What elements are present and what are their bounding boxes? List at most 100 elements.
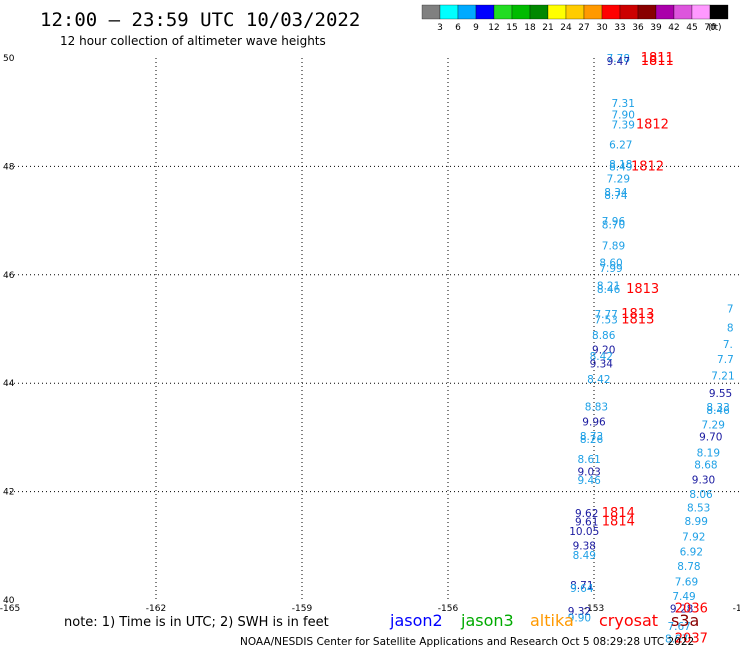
colorbar-swatch <box>511 4 531 20</box>
time-annotation: 1812 <box>636 117 669 132</box>
colorbar-swatch <box>439 4 459 20</box>
wave-height-label: 8.42 <box>590 351 613 363</box>
wave-height-label: 7.29 <box>702 420 725 432</box>
colorbar-swatch <box>673 4 693 20</box>
y-tick-label: 40 <box>3 596 15 606</box>
wave-height-label: 7.99 <box>599 263 622 275</box>
colorbar-label: 30 <box>596 23 608 33</box>
wave-height-label: 6.27 <box>609 140 632 152</box>
legend-cryosat: cryosat <box>599 611 658 630</box>
x-tick-label: -159 <box>292 604 313 614</box>
wave-height-label: 8.46 <box>597 284 621 296</box>
wave-height-label: 7.89 <box>602 240 625 252</box>
wave-height-label: 9.03 <box>577 466 600 478</box>
wave-height-label: 7. <box>723 339 733 351</box>
wave-height-label: 8.78 <box>677 561 700 573</box>
wave-height-label: 9.32 <box>568 606 591 618</box>
x-tick-label: -162 <box>146 604 166 614</box>
x-tick-label: -165 <box>0 604 20 614</box>
y-tick-label: 44 <box>3 379 15 389</box>
colorbar-label: 24 <box>560 23 572 33</box>
time-annotation: 1813 <box>626 282 659 297</box>
wave-height-label: 9.20 <box>592 344 615 356</box>
wave-height-label: 8.97 <box>665 633 688 645</box>
wave-height-label: 9.34 <box>590 358 614 370</box>
colorbar-swatch <box>529 4 549 20</box>
grid <box>10 58 740 600</box>
time-annotation: 1812 <box>631 160 664 175</box>
wave-height-label: 9.61 <box>575 517 598 529</box>
colorbar-swatch <box>565 4 585 20</box>
wave-height-label: 9.46 <box>577 475 601 487</box>
x-tick-label: -15 <box>733 604 740 614</box>
colorbar-swatch <box>601 4 621 20</box>
wave-height-label: 7.49 <box>672 591 695 603</box>
legend-altika: altika <box>530 611 574 630</box>
time-annotation: 1811 <box>641 54 674 69</box>
wave-height-label: 8.46 <box>706 405 730 417</box>
wave-height-label: 9.30 <box>692 474 715 486</box>
chart-subtitle: 12 hour collection of altimeter wave hei… <box>60 34 326 48</box>
wave-height-label: 8.19 <box>697 447 720 459</box>
credit-text: NOAA/NESDIS Center for Satellite Applica… <box>240 636 694 648</box>
wave-height-label: 7.39 <box>612 119 635 131</box>
colorbar: 3 6 9 12 15 18 21 24 27 30 33 36 39 42 45 70(ft) <box>421 4 729 33</box>
time-annotation: 2036 <box>675 601 708 616</box>
wave-height-label: 7.69 <box>675 576 698 588</box>
wave-height-label: 8.60 <box>599 258 622 270</box>
wave-height-label: 7.21 <box>711 370 734 382</box>
wave-height-label: 8.26 <box>580 434 604 446</box>
wave-height-label: 9.62 <box>575 508 598 520</box>
wave-height-label: 8.34 <box>604 187 628 199</box>
colorbar-swatch <box>547 4 567 20</box>
wave-height-label: 8.73 <box>580 431 603 443</box>
wave-height-label: 9.47 <box>607 56 630 68</box>
axis-ticks: -165 -162 -159 -156 -153 -15 40 42 44 46 48 50 <box>0 54 740 614</box>
wave-height-label: 7.67 <box>667 621 690 633</box>
wave-height-label: 8.74 <box>604 190 628 202</box>
wave-height-label: 8.06 <box>689 489 713 501</box>
colorbar-swatch <box>709 4 729 20</box>
wave-height-label: 7.77 <box>594 309 617 321</box>
satellite-legend: jason2 jason3 altika cryosat s3a <box>389 611 699 630</box>
wave-height-label: 8.99 <box>685 516 708 528</box>
wave-height-label: 7.31 <box>612 98 635 110</box>
colorbar-unit: (ft) <box>708 23 722 33</box>
colorbar-swatch <box>619 4 639 20</box>
colorbar-swatch <box>655 4 675 20</box>
wave-height-label: 8.61 <box>577 454 600 466</box>
wave-height-label: 9.96 <box>582 416 606 428</box>
wave-height-label: 7 <box>727 304 734 316</box>
colorbar-swatch <box>421 4 441 20</box>
colorbar-label: 39 <box>650 23 662 33</box>
wave-height-label: 9.55 <box>709 388 732 400</box>
colorbar-label: 3 <box>437 23 443 33</box>
colorbar-swatch <box>583 4 603 20</box>
note-text: note: 1) Time is in UTC; 2) SWH is in fe… <box>64 615 329 630</box>
wave-height-label: 8.86 <box>592 330 616 342</box>
colorbar-label: 27 <box>578 23 589 33</box>
wave-height-label: 7.90 <box>612 110 635 122</box>
colorbar-swatch <box>457 4 477 20</box>
y-tick-label: 50 <box>3 54 15 64</box>
wave-height-label: 8.21 <box>597 280 620 292</box>
time-annotation: 1814 <box>602 515 635 530</box>
wave-height-label: 9.70 <box>699 432 722 444</box>
wave-height-label: 8.83 <box>585 401 608 413</box>
x-tick-label: -156 <box>438 604 459 614</box>
wave-height-label: 9.64 <box>570 583 594 595</box>
colorbar-label: 70 <box>704 23 716 33</box>
legend-jason3: jason3 <box>460 611 514 630</box>
wave-height-label: 6.92 <box>680 547 703 559</box>
colorbar-label: 15 <box>506 23 517 33</box>
colorbar-label: 33 <box>614 23 625 33</box>
wave-height-label: 8.53 <box>687 503 710 515</box>
wave-height-label: 7.78 <box>607 53 630 65</box>
wave-height-label: 9.90 <box>568 613 591 625</box>
wave-height-label: 8.70 <box>602 220 625 232</box>
legend-jason2: jason2 <box>389 611 443 630</box>
wave-height-label: 7.7 <box>717 354 734 366</box>
colorbar-label: 21 <box>542 23 553 33</box>
wave-height-label: 9.28 <box>670 603 693 615</box>
